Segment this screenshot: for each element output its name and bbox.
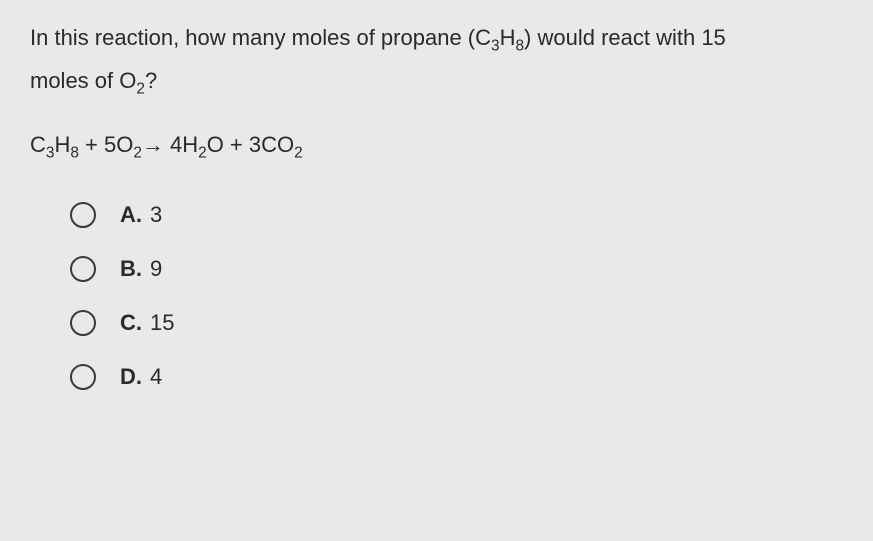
option-d[interactable]: D. 4 [70, 364, 843, 390]
subscript: 2 [133, 144, 142, 161]
subscript: 2 [198, 144, 207, 161]
options-list: A. 3 B. 9 C. 15 D. 4 [30, 202, 843, 390]
radio-icon[interactable] [70, 310, 96, 336]
radio-icon[interactable] [70, 364, 96, 390]
option-label: A. [120, 202, 142, 228]
option-value: 4 [150, 364, 162, 390]
question-text: ) would react with 15 [524, 25, 726, 50]
subscript: 8 [515, 37, 524, 54]
equation-part: H [54, 132, 70, 157]
subscript: 8 [70, 144, 79, 161]
option-label: D. [120, 364, 142, 390]
question-text: H [500, 25, 516, 50]
question-text: In this reaction, how many moles of prop… [30, 25, 491, 50]
radio-icon[interactable] [70, 202, 96, 228]
equation-part: O + 3CO [207, 132, 294, 157]
chemical-equation: C3H8 + 5O2 → 4H2O + 3CO2 [30, 132, 843, 162]
subscript: 3 [491, 37, 500, 54]
question-text: moles of O [30, 68, 136, 93]
option-value: 15 [150, 310, 174, 336]
option-c[interactable]: C. 15 [70, 310, 843, 336]
option-label: B. [120, 256, 142, 282]
equation-part: + 5O [79, 132, 133, 157]
question-line-2: moles of O2? [30, 63, 843, 102]
option-a[interactable]: A. 3 [70, 202, 843, 228]
question-line-1: In this reaction, how many moles of prop… [30, 20, 843, 59]
question-text: ? [145, 68, 157, 93]
question-block: In this reaction, how many moles of prop… [30, 20, 843, 102]
equation-part: → 4H [142, 132, 198, 158]
option-label: C. [120, 310, 142, 336]
radio-icon[interactable] [70, 256, 96, 282]
option-value: 9 [150, 256, 162, 282]
subscript: 2 [294, 144, 303, 161]
option-value: 3 [150, 202, 162, 228]
subscript: 2 [136, 80, 145, 97]
option-b[interactable]: B. 9 [70, 256, 843, 282]
equation-part: C [30, 132, 46, 157]
